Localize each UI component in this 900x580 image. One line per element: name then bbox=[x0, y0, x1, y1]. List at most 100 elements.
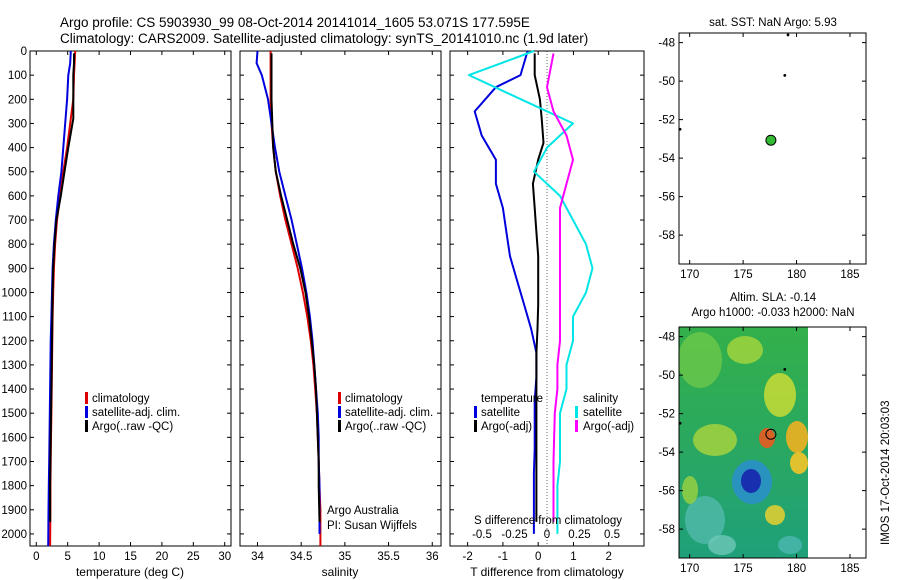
depth-tick-label: 800 bbox=[8, 239, 27, 251]
x-tick-label: 1 bbox=[570, 551, 576, 563]
depth-tick-label: 1700 bbox=[1, 456, 27, 468]
depth-tick-label: 700 bbox=[8, 215, 27, 227]
legend-swatch-argo bbox=[85, 420, 88, 432]
difference-depth-ticks bbox=[450, 50, 644, 535]
sla-map-axes: 170 175 180 185 -48 -50 -52 -54 -56 -58 bbox=[658, 327, 866, 575]
sla-map-points bbox=[678, 367, 787, 440]
depth-tick-label: 1800 bbox=[1, 481, 27, 493]
sla-map-title-line1: Altim. SLA: -0.14 bbox=[730, 292, 817, 304]
lon-tick-label: 170 bbox=[680, 269, 699, 281]
sst-map-panel: sat. SST: NaN Argo: 5.93 170 175 180 185 -48… bbox=[658, 17, 867, 281]
salinity-depth-ticks bbox=[240, 50, 441, 535]
legend-label-satellite: satellite-adj. clim. bbox=[92, 407, 180, 419]
temperature-series bbox=[47, 50, 77, 547]
map-dot bbox=[678, 127, 682, 131]
series-line-satellite bbox=[468, 50, 594, 534]
lat-tick-label: -50 bbox=[658, 370, 675, 382]
depth-tick-label: 600 bbox=[8, 191, 27, 203]
sla-blob bbox=[682, 476, 698, 504]
lon-tick-label: 185 bbox=[840, 563, 859, 575]
legend-swatch-t-satellite bbox=[474, 406, 477, 418]
s-tick-label: 0.25 bbox=[568, 529, 590, 541]
temperature-legend: climatology satellite-adj. clim. Argo(..… bbox=[85, 392, 180, 433]
legend-title-salinity: salinity bbox=[583, 393, 618, 405]
x-tick-label: 34 bbox=[251, 551, 264, 563]
depth-tick-label: 500 bbox=[8, 167, 27, 179]
depth-tick-label: 1100 bbox=[2, 312, 27, 324]
credits-line2: PI: Susan Wijffels bbox=[327, 520, 417, 532]
lon-tick-label: 175 bbox=[734, 269, 753, 281]
depth-tick-label: 0 bbox=[21, 46, 27, 58]
sla-blob bbox=[764, 373, 796, 417]
difference-legend: temperature salinity satellite Argo(-adj… bbox=[474, 393, 634, 433]
lon-tick-label: 180 bbox=[787, 269, 806, 281]
depth-tick-label: 200 bbox=[8, 94, 27, 106]
s-tick-label: -0.25 bbox=[501, 529, 527, 541]
argo-float-marker bbox=[765, 428, 777, 440]
x-tick-label: 5 bbox=[64, 551, 70, 563]
x-tick-label: 20 bbox=[156, 551, 169, 563]
temperature-xlabel: temperature (deg C) bbox=[76, 565, 184, 579]
sst-map-axes: 170 175 180 185 -48 -50 -52 -54 -56 -58 bbox=[658, 33, 866, 281]
depth-axis: 0 100 200 300 400 500 600 700 800 900 1000 1100 1200… bbox=[1, 46, 231, 541]
x-tick-label: 36 bbox=[426, 551, 439, 563]
depth-tick-label: 100 bbox=[8, 70, 27, 82]
sla-blob bbox=[727, 336, 763, 364]
t-difference-xlabel: T difference from climatology bbox=[470, 565, 624, 579]
depth-tick-label: 1600 bbox=[1, 432, 27, 444]
x-tick-label: 25 bbox=[187, 551, 200, 563]
series-line-argo-adj- bbox=[546, 53, 574, 522]
difference-x-axis: -2 -1 0 1 2 -0.5 -0.25 0 0.25 0.5 bbox=[463, 51, 620, 563]
salinity-legend: climatology satellite-adj. clim. Argo(..… bbox=[338, 392, 433, 433]
temperature-x-axis: 0 5 10 15 20 25 30 bbox=[33, 51, 231, 563]
lat-tick-label: -58 bbox=[658, 230, 675, 242]
legend-label-t-satellite: satellite bbox=[481, 407, 520, 419]
x-tick-label: 0 bbox=[33, 551, 39, 563]
series-line-climatology bbox=[269, 51, 322, 546]
map-dot bbox=[783, 73, 787, 77]
sla-blob bbox=[765, 505, 785, 525]
depth-tick-label: 1900 bbox=[1, 505, 27, 517]
temperature-axes-frame bbox=[29, 50, 232, 547]
x-tick-label: 34.5 bbox=[290, 551, 312, 563]
imos-stamp: IMOS 17-Oct-2014 20:03:03 bbox=[880, 401, 892, 545]
legend-label-argo: Argo(..raw -QC) bbox=[92, 421, 173, 433]
x-tick-label: -1 bbox=[498, 551, 508, 563]
lat-tick-label: -52 bbox=[658, 115, 675, 127]
depth-tick-label: 400 bbox=[8, 143, 27, 155]
sst-map-points bbox=[678, 33, 790, 146]
sla-blob bbox=[708, 535, 736, 555]
sla-blob bbox=[790, 452, 808, 474]
figure-title-line1: Argo profile: CS 5903930_99 08-Oct-2014 … bbox=[60, 15, 530, 30]
legend-label-satellite: satellite-adj. clim. bbox=[345, 407, 433, 419]
legend-swatch-s-argo bbox=[575, 420, 578, 432]
sla-blob bbox=[693, 424, 737, 456]
sst-map-title: sat. SST: NaN Argo: 5.93 bbox=[709, 17, 837, 29]
credits-line1: Argo Australia bbox=[327, 505, 399, 517]
map-dot bbox=[678, 421, 682, 425]
legend-label-s-argo: Argo(-adj) bbox=[583, 421, 634, 433]
lat-tick-label: -48 bbox=[658, 38, 675, 50]
sla-heatmap-field bbox=[679, 327, 808, 558]
salinity-x-axis: 34 34.5 35 35.5 36 bbox=[251, 51, 439, 563]
series-line-satellite bbox=[473, 50, 538, 534]
sla-map-panel: Altim. SLA: -0.14 Argo h1000: -0.033 h20… bbox=[658, 292, 867, 575]
salinity-series bbox=[255, 50, 322, 546]
depth-tick-label: 1000 bbox=[1, 287, 27, 299]
x-tick-label: 35 bbox=[338, 551, 351, 563]
x-tick-label: 30 bbox=[218, 551, 231, 563]
sst-map-frame bbox=[678, 32, 867, 265]
x-tick-label: 2 bbox=[606, 551, 612, 563]
lat-tick-label: -54 bbox=[658, 153, 675, 165]
x-tick-label: 0 bbox=[535, 551, 541, 563]
salinity-panel: 34 34.5 35 35.5 36 salinity climatology sate… bbox=[239, 50, 442, 579]
sla-blob bbox=[778, 536, 802, 554]
salinity-xlabel: salinity bbox=[322, 565, 359, 579]
map-dot bbox=[786, 33, 790, 37]
depth-tick-label: 900 bbox=[8, 263, 27, 275]
sla-blob bbox=[679, 332, 722, 388]
legend-label-climatology: climatology bbox=[92, 393, 150, 405]
s-tick-label: 0 bbox=[544, 529, 550, 541]
series-line-argo-raw-qc- bbox=[49, 53, 75, 522]
